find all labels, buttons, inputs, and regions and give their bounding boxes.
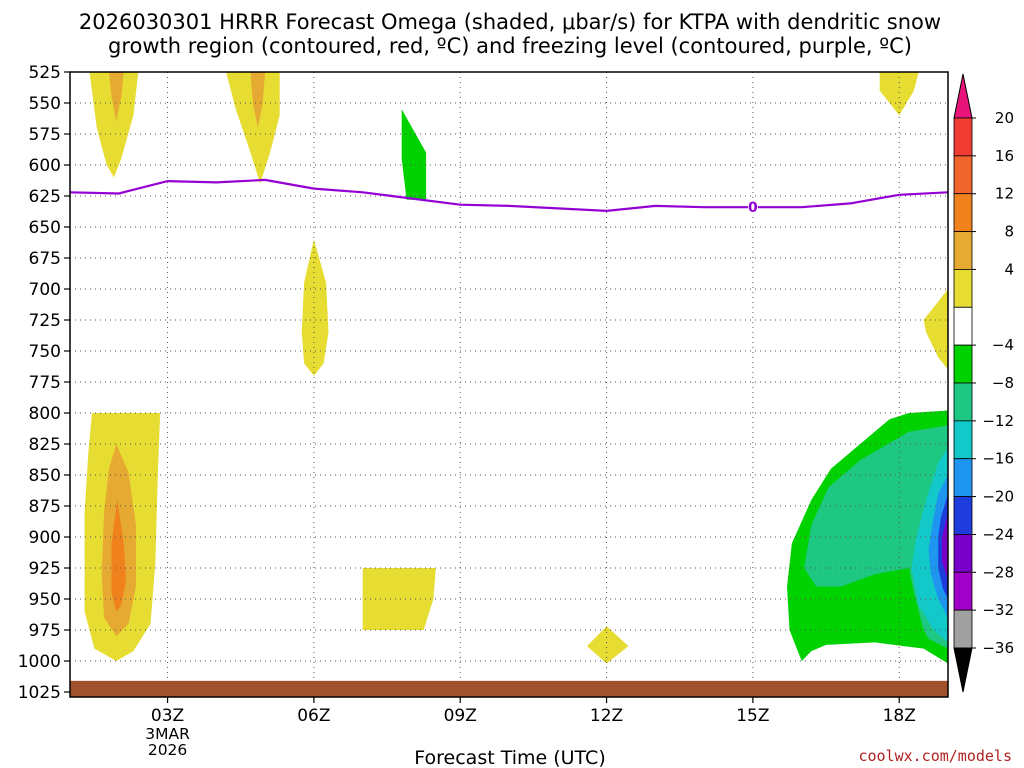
colorbar-bin bbox=[953, 458, 973, 497]
y-tick-label: 775 bbox=[29, 373, 61, 393]
y-tick-label: 1025 bbox=[18, 683, 61, 703]
y-tick-label: 600 bbox=[29, 156, 61, 176]
colorbar-bin bbox=[953, 306, 973, 346]
colorbar-bottom-arrow bbox=[953, 647, 973, 693]
colorbar-tick-label: −28 bbox=[982, 563, 1014, 581]
x-tick-label: 09Z bbox=[444, 706, 477, 726]
y-tick-label: 925 bbox=[29, 559, 61, 579]
colorbar-tick-label: −16 bbox=[982, 450, 1014, 468]
omega-region-0 bbox=[89, 72, 139, 178]
freezing-label-bg bbox=[747, 199, 758, 216]
omega-region-6 bbox=[301, 239, 329, 376]
omega-region-12 bbox=[587, 626, 629, 664]
colorbar-tick-label: −32 bbox=[982, 601, 1014, 619]
colorbar-tick-label: 12 bbox=[995, 185, 1014, 203]
colorbar-bin bbox=[953, 420, 973, 460]
chart-title-line1: 2026030301 HRRR Forecast Omega (shaded, … bbox=[79, 10, 941, 34]
colorbar-bin bbox=[953, 534, 973, 573]
omega-region-1 bbox=[109, 72, 124, 122]
y-tick-label: 550 bbox=[29, 94, 61, 114]
x-tick-label: 12Z bbox=[590, 706, 623, 726]
colorbar-tick-label: 4 bbox=[1004, 260, 1014, 278]
colorbar-tick-label: 8 bbox=[1004, 223, 1014, 241]
colorbar-bin bbox=[953, 269, 973, 308]
y-tick-label: 950 bbox=[29, 590, 61, 610]
omega-region-11 bbox=[362, 568, 436, 630]
colorbar-tick-label: −4 bbox=[992, 336, 1014, 354]
x-tick-label: 15Z bbox=[736, 706, 769, 726]
y-tick-label: 900 bbox=[29, 528, 61, 548]
colorbar-tick-label: 16 bbox=[995, 147, 1014, 165]
omega-region-18 bbox=[942, 512, 948, 581]
colorbar-tick-label: −20 bbox=[982, 488, 1014, 506]
omega-shading bbox=[84, 72, 948, 664]
colorbar-bin bbox=[953, 231, 973, 270]
colorbar-bin bbox=[953, 571, 973, 611]
x-date-label: 3MAR bbox=[145, 725, 190, 743]
omega-region-5 bbox=[401, 109, 427, 200]
freezing-level-contour: 0 bbox=[70, 178, 948, 216]
y-tick-label: 650 bbox=[29, 218, 61, 238]
x-tick-label: 03Z bbox=[151, 706, 184, 726]
terrain-fill bbox=[70, 680, 948, 697]
y-tick-label: 675 bbox=[29, 249, 61, 269]
y-tick-label: 575 bbox=[29, 125, 61, 145]
colorbar: 20 16 12 8 4 −4 −8 −12 −16 −20 −24 −28 −32 −36 bbox=[953, 73, 1014, 693]
terrain-band bbox=[70, 680, 948, 697]
colorbar-tick-label: −8 bbox=[992, 374, 1014, 392]
plot-frame bbox=[69, 71, 949, 698]
y-tick-label: 850 bbox=[29, 466, 61, 486]
colorbar-bin bbox=[953, 382, 973, 422]
y-tick-label: 800 bbox=[29, 404, 61, 424]
x-year-label: 2026 bbox=[148, 741, 187, 759]
credit-link[interactable]: coolwx.com/models bbox=[858, 747, 1012, 765]
freezing-level-label: 0 bbox=[748, 200, 758, 216]
colorbar-tick-label: −12 bbox=[982, 412, 1014, 430]
colorbar-top-arrow bbox=[953, 73, 973, 119]
omega-region-10 bbox=[111, 499, 127, 612]
omega-region-3 bbox=[250, 72, 266, 128]
freezing-level-line bbox=[70, 178, 948, 213]
y-tick-label: 700 bbox=[29, 280, 61, 300]
y-tick-label: 825 bbox=[29, 435, 61, 455]
omega-region-2 bbox=[226, 72, 280, 184]
colorbar-bin bbox=[953, 117, 973, 157]
colorbar-bin bbox=[953, 344, 973, 384]
colorbar-bin bbox=[953, 609, 973, 649]
colorbar-tick-label: 20 bbox=[995, 109, 1014, 127]
y-tick-label: 1000 bbox=[18, 652, 61, 672]
y-tick-label: 525 bbox=[29, 63, 61, 83]
chart-title-line2: growth region (contoured, red, ºC) and f… bbox=[108, 34, 912, 58]
colorbar-bin bbox=[953, 193, 973, 232]
colorbar-tick-label: −36 bbox=[982, 639, 1014, 657]
x-tick-label: 18Z bbox=[883, 706, 916, 726]
y-tick-label: 625 bbox=[29, 187, 61, 207]
gridlines bbox=[70, 72, 948, 697]
omega-region-4 bbox=[879, 72, 919, 116]
y-tick-label: 725 bbox=[29, 311, 61, 331]
colorbar-tick-label: −24 bbox=[982, 525, 1014, 543]
colorbar-bin bbox=[953, 496, 973, 535]
y-axis: 525 550 575 600 625 650 675 700 725 750 775 800 825 8… bbox=[18, 63, 70, 703]
y-tick-label: 975 bbox=[29, 621, 61, 641]
omega-region-14 bbox=[804, 425, 948, 649]
y-tick-label: 750 bbox=[29, 342, 61, 362]
colorbar-bin bbox=[953, 155, 973, 195]
y-tick-label: 875 bbox=[29, 497, 61, 517]
omega-region-7 bbox=[923, 289, 948, 370]
x-axis-label: Forecast Time (UTC) bbox=[414, 747, 605, 768]
x-tick-label: 06Z bbox=[297, 706, 330, 726]
